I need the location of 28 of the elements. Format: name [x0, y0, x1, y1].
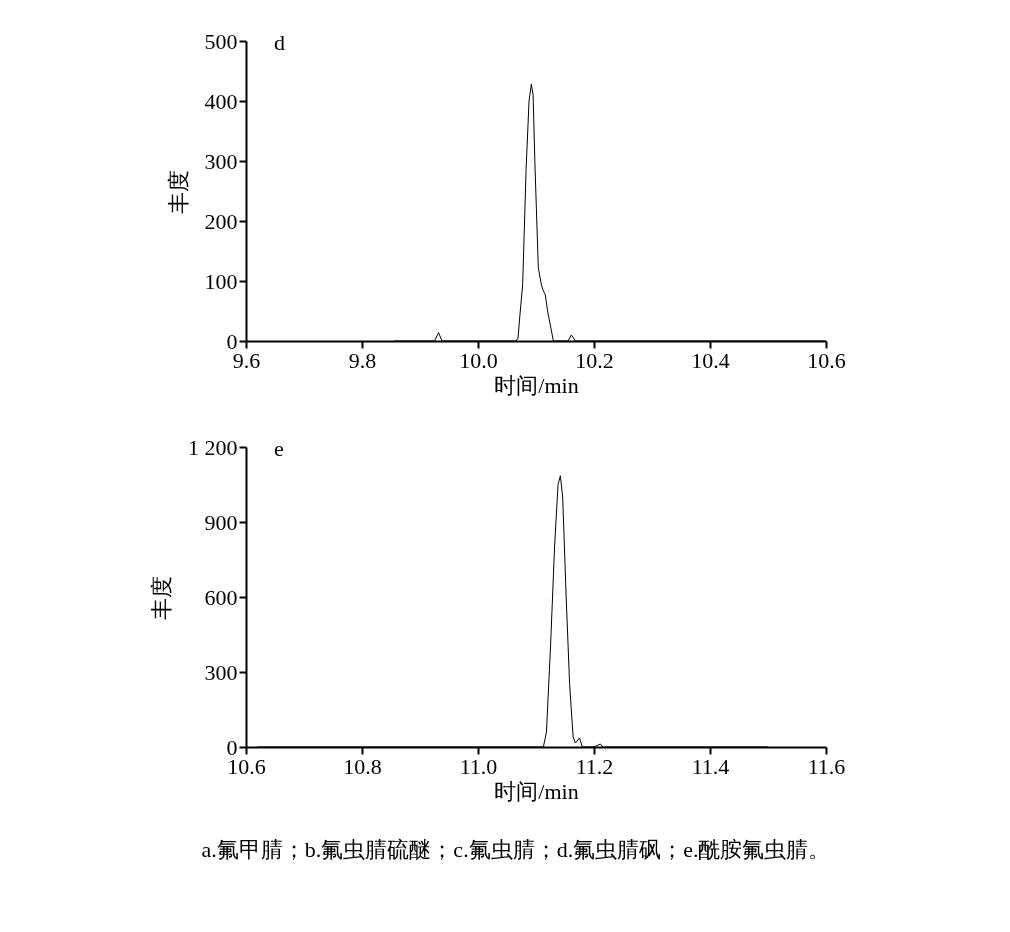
- y-tick-label: 900: [204, 509, 238, 535]
- x-tick-label: 9.8: [348, 347, 377, 373]
- x-axis-title: 时间/min: [494, 778, 579, 804]
- annotation: d: [274, 30, 285, 55]
- y-tick-label: 600: [204, 584, 238, 610]
- x-tick-label: 11.0: [459, 753, 498, 779]
- y-tick-label: 1 200: [188, 434, 238, 460]
- y-tick-label: 100: [204, 268, 238, 294]
- y-axis-title: 丰度: [149, 575, 174, 620]
- x-tick-label: 10.6: [807, 347, 846, 373]
- y-tick-label: 500: [204, 28, 238, 54]
- x-tick-label: 10.8: [343, 753, 382, 779]
- x-tick-label: 11.6: [807, 753, 846, 779]
- x-tick-label: 11.4: [691, 753, 730, 779]
- y-tick-label: 300: [204, 148, 238, 174]
- y-tick-label: 200: [204, 208, 238, 234]
- y-tick-label: 300: [204, 659, 238, 685]
- x-axis-title: 时间/min: [494, 372, 579, 398]
- y-tick-label: 0: [226, 734, 238, 760]
- x-tick-label: 10.2: [575, 347, 614, 373]
- text: a.氟甲腈；b.氟虫腈硫醚；c.氟虫腈；d.氟虫腈砜；e.酰胺氟虫腈。: [201, 837, 831, 862]
- y-axis-title: 丰度: [165, 169, 191, 214]
- y-tick-label: 0: [226, 328, 238, 354]
- x-tick-label: 10.0: [459, 347, 498, 373]
- x-tick-label: 11.2: [575, 753, 614, 779]
- y-tick-label: 400: [204, 88, 238, 114]
- annotation: e: [274, 436, 284, 461]
- x-tick-label: 10.4: [691, 347, 730, 373]
